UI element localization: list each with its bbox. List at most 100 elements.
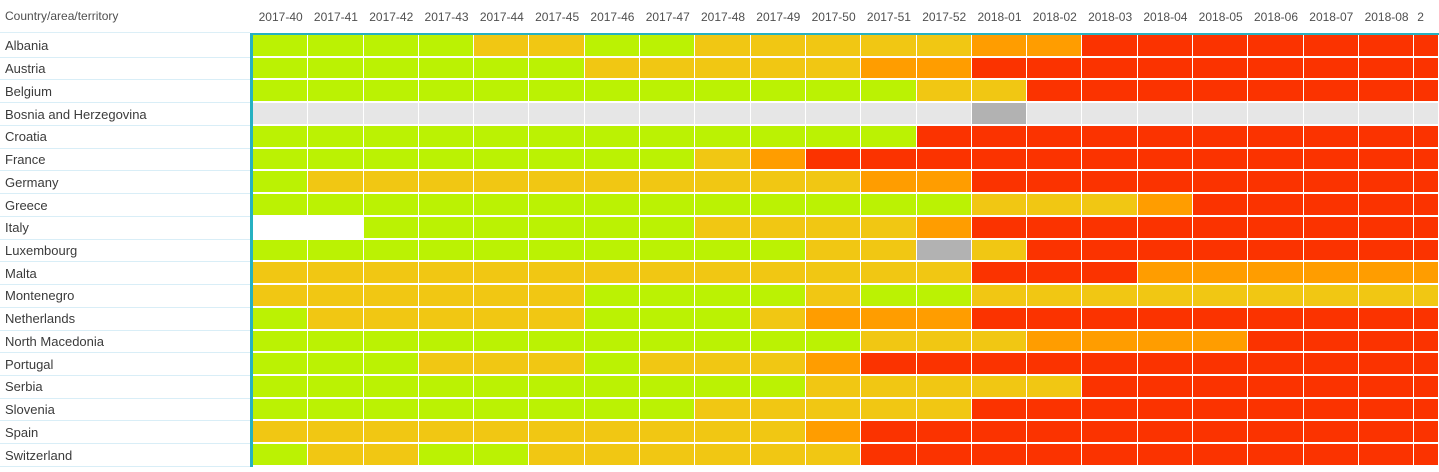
heatmap-cell[interactable] — [1193, 216, 1249, 240]
heatmap-cell[interactable] — [805, 421, 862, 445]
row-label[interactable]: Italy — [0, 217, 250, 240]
heatmap-cell[interactable] — [1027, 239, 1083, 263]
heatmap-cell[interactable] — [1248, 444, 1304, 467]
heatmap-cell[interactable] — [1193, 239, 1249, 263]
heatmap-cell[interactable] — [805, 353, 862, 377]
heatmap-cell[interactable] — [1193, 80, 1249, 104]
heatmap-cell[interactable] — [1358, 421, 1415, 445]
heatmap-cell[interactable] — [1193, 398, 1249, 422]
heatmap-cell[interactable] — [750, 80, 806, 104]
column-header-2017-48[interactable]: 2017-48 — [701, 9, 746, 24]
heatmap-cell[interactable] — [418, 194, 475, 217]
row-label[interactable]: Netherlands — [0, 308, 250, 331]
heatmap-cell[interactable] — [363, 125, 419, 149]
heatmap-cell[interactable] — [1027, 103, 1083, 126]
heatmap-cell[interactable] — [474, 35, 530, 58]
heatmap-cell[interactable] — [916, 103, 972, 126]
column-header-2017-42[interactable]: 2017-42 — [369, 9, 414, 24]
heatmap-cell[interactable] — [584, 262, 641, 286]
column-header-2018-08[interactable]: 2018-08 — [1364, 9, 1409, 24]
heatmap-cell[interactable] — [253, 194, 309, 217]
heatmap-cell[interactable] — [584, 444, 641, 467]
heatmap-cell[interactable] — [971, 376, 1028, 399]
row-label[interactable]: Luxembourg — [0, 240, 250, 263]
heatmap-cell[interactable] — [695, 421, 751, 445]
heatmap-cell[interactable] — [1358, 353, 1415, 377]
heatmap-cell[interactable] — [1027, 80, 1083, 104]
heatmap-cell[interactable] — [1137, 353, 1194, 377]
heatmap-cell[interactable] — [529, 421, 585, 445]
column-header-2017-44[interactable]: 2017-44 — [479, 9, 524, 24]
heatmap-cell[interactable] — [1193, 421, 1249, 445]
heatmap-cell[interactable] — [916, 330, 972, 354]
heatmap-cell[interactable] — [1303, 80, 1359, 104]
heatmap-cell[interactable] — [418, 57, 475, 81]
heatmap-cell[interactable] — [750, 376, 806, 399]
heatmap-cell[interactable] — [584, 194, 641, 217]
heatmap-cell[interactable] — [308, 216, 364, 240]
column-header-2017-43[interactable]: 2017-43 — [424, 9, 469, 24]
heatmap-cell[interactable] — [861, 80, 917, 104]
heatmap-cell[interactable] — [253, 148, 309, 172]
heatmap-cell[interactable] — [1137, 216, 1194, 240]
heatmap-cell[interactable] — [418, 421, 475, 445]
heatmap-cell[interactable] — [529, 171, 585, 195]
heatmap-cell[interactable] — [750, 285, 806, 308]
heatmap-cell[interactable] — [1137, 421, 1194, 445]
column-header-2017-49[interactable]: 2017-49 — [756, 9, 801, 24]
heatmap-cell[interactable] — [695, 262, 751, 286]
heatmap-cell[interactable] — [695, 307, 751, 331]
heatmap-cell[interactable] — [1303, 125, 1359, 149]
heatmap-cell[interactable] — [971, 194, 1028, 217]
heatmap-cell[interactable] — [1082, 194, 1138, 217]
heatmap-cell[interactable] — [474, 444, 530, 467]
heatmap-cell[interactable] — [474, 398, 530, 422]
heatmap-cell[interactable] — [695, 353, 751, 377]
heatmap-cell[interactable] — [253, 330, 309, 354]
heatmap-cell[interactable] — [308, 194, 364, 217]
heatmap-cell[interactable] — [1027, 35, 1083, 58]
heatmap-cell[interactable] — [750, 125, 806, 149]
heatmap-cell[interactable] — [1137, 239, 1194, 263]
heatmap-cell[interactable] — [1193, 171, 1249, 195]
heatmap-cell[interactable] — [1248, 239, 1304, 263]
heatmap-cell[interactable] — [971, 262, 1028, 286]
heatmap-cell[interactable] — [363, 330, 419, 354]
heatmap-cell[interactable] — [1027, 216, 1083, 240]
heatmap-cell[interactable] — [861, 35, 917, 58]
heatmap-cell[interactable] — [418, 444, 475, 467]
heatmap-cell[interactable] — [363, 171, 419, 195]
heatmap-cell[interactable] — [750, 330, 806, 354]
heatmap-cell[interactable] — [971, 398, 1028, 422]
heatmap-cell[interactable] — [418, 353, 475, 377]
heatmap-cell[interactable] — [1303, 398, 1359, 422]
heatmap-cell[interactable] — [363, 57, 419, 81]
heatmap-cell[interactable] — [916, 194, 972, 217]
heatmap-cell[interactable] — [529, 125, 585, 149]
heatmap-cell[interactable] — [861, 262, 917, 286]
heatmap-cell[interactable] — [640, 285, 696, 308]
heatmap-cell[interactable] — [1248, 35, 1304, 58]
heatmap-cell[interactable] — [1248, 103, 1304, 126]
heatmap-cell[interactable] — [363, 421, 419, 445]
heatmap-cell[interactable] — [1082, 330, 1138, 354]
heatmap-cell[interactable] — [308, 35, 364, 58]
heatmap-cell[interactable] — [1248, 421, 1304, 445]
heatmap-cell[interactable] — [750, 35, 806, 58]
heatmap-cell[interactable] — [1248, 376, 1304, 399]
heatmap-cell[interactable] — [1248, 57, 1304, 81]
heatmap-cell[interactable] — [253, 125, 309, 149]
heatmap-cell[interactable] — [1193, 57, 1249, 81]
heatmap-cell[interactable] — [750, 239, 806, 263]
heatmap-cell[interactable] — [1414, 148, 1439, 172]
heatmap-cell[interactable] — [1303, 330, 1359, 354]
heatmap-cell[interactable] — [1193, 307, 1249, 331]
heatmap-cell[interactable] — [640, 307, 696, 331]
heatmap-cell[interactable] — [308, 80, 364, 104]
heatmap-cell[interactable] — [916, 171, 972, 195]
row-label[interactable]: North Macedonia — [0, 331, 250, 354]
heatmap-cell[interactable] — [1303, 307, 1359, 331]
row-label[interactable]: France — [0, 149, 250, 172]
heatmap-cell[interactable] — [1303, 35, 1359, 58]
heatmap-cell[interactable] — [308, 376, 364, 399]
